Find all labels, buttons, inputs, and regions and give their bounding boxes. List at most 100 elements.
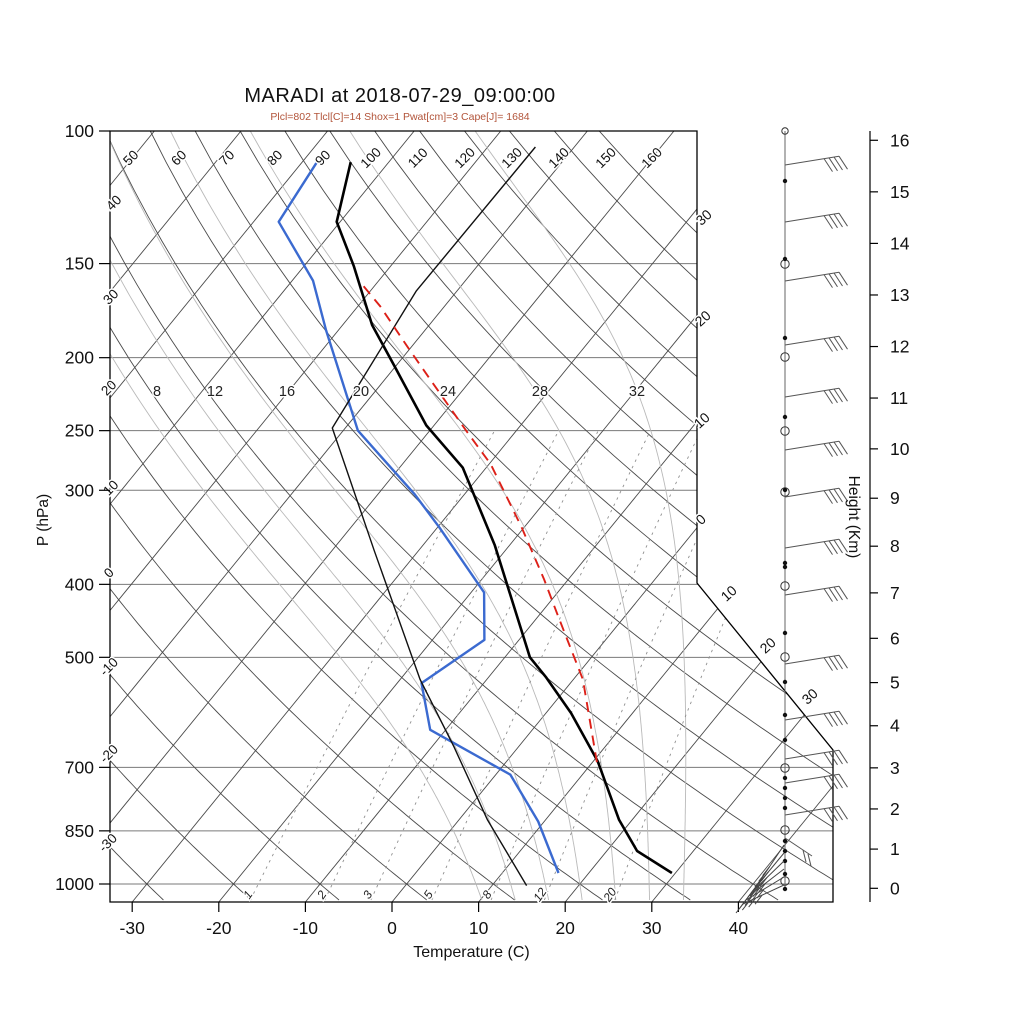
dry-adiabat-label: -10 — [97, 655, 121, 679]
height-axis — [869, 131, 878, 902]
dry-adiabat-line — [464, 131, 833, 901]
wind-barb — [784, 487, 848, 504]
wind-dot-marker — [782, 871, 788, 877]
wind-circle-marker — [780, 876, 790, 886]
wind-dot-marker — [782, 795, 788, 801]
height-tick-label: 7 — [890, 583, 900, 603]
isotherm-label: 10 — [718, 582, 740, 604]
mixing-ratio-label: 1 — [240, 888, 255, 902]
moist-adiabat-label: 16 — [279, 384, 295, 400]
wind-dot-marker — [782, 256, 788, 262]
wind-barb — [784, 155, 848, 172]
wind-column — [735, 127, 848, 914]
dry-adiabat-line — [509, 131, 833, 901]
wind-dot-marker — [782, 775, 788, 781]
dry-adiabat-label: 110 — [405, 145, 431, 171]
pressure-tick-label: 200 — [65, 348, 94, 368]
dry-adiabat-line — [110, 131, 340, 901]
moist-adiabat-line — [249, 131, 617, 901]
moist-adiabat-line — [474, 131, 687, 901]
pressure-tick-label: 150 — [65, 254, 94, 274]
pressure-tick-label: 850 — [65, 821, 94, 841]
y-axis-title-height: Height (Km) — [845, 475, 862, 559]
height-tick-label: 13 — [890, 285, 909, 305]
wind-dot-marker — [782, 886, 788, 892]
isotherm-line — [738, 131, 833, 902]
dry-adiabat-label: 70 — [216, 147, 237, 168]
temperature-tick-label: 40 — [729, 918, 749, 938]
height-tick-label: 12 — [890, 337, 909, 357]
dry-adiabat-label: 10 — [100, 477, 121, 498]
height-tick-label: 6 — [890, 628, 900, 648]
sounding-temperature — [335, 161, 673, 875]
temperature-axis — [131, 902, 740, 912]
dry-adiabat-line — [110, 131, 603, 901]
moist-adiabat-label: 28 — [532, 384, 548, 400]
y-axis-title-pressure: P (hPa) — [35, 493, 52, 547]
pressure-tick-label: 400 — [65, 574, 94, 594]
wind-barb — [784, 538, 848, 555]
dry-adiabat-label: 40 — [103, 192, 124, 213]
pressure-tick-label: 700 — [65, 757, 94, 777]
isotherm-label: 10 — [691, 409, 713, 431]
wind-barb — [784, 585, 848, 602]
moist-adiabat-label: 20 — [353, 384, 369, 400]
wind-barb — [784, 212, 848, 229]
wind-dot-marker — [782, 848, 788, 854]
isotherm-line — [110, 131, 675, 902]
wind-barb — [784, 387, 848, 404]
dry-adiabat-line — [194, 131, 833, 901]
dry-adiabat-line — [284, 131, 833, 901]
isotherm-line — [110, 131, 415, 902]
moist-adiabat-line — [349, 131, 650, 900]
dry-adiabat-line — [110, 131, 164, 901]
wind-dot-marker — [782, 560, 788, 566]
height-tick-label: 15 — [890, 182, 909, 202]
temperature-tick-label: 10 — [469, 918, 489, 938]
mixing-ratio-line — [370, 430, 599, 901]
dry-adiabat-label: -30 — [96, 831, 120, 855]
wind-circle-marker — [781, 127, 789, 135]
wind-circle-marker — [780, 581, 790, 591]
wind-dot-marker — [782, 838, 788, 844]
wind-circle-marker — [780, 487, 790, 497]
dry-adiabat-label: 80 — [264, 147, 285, 168]
height-tick-label: 5 — [890, 673, 900, 693]
pressure-axis — [99, 130, 110, 885]
dry-adiabat-label: 60 — [168, 147, 189, 168]
wind-dot-marker — [782, 630, 788, 636]
pressure-tick-label: 250 — [65, 421, 94, 441]
dry-adiabat-line — [110, 131, 515, 901]
isotherm-label: 30 — [693, 206, 715, 228]
wind-barb — [784, 749, 848, 766]
dry-adiabat-line — [149, 131, 833, 901]
isotherm-line — [110, 131, 588, 902]
height-tick-label: 9 — [890, 488, 900, 508]
isotherm-label: 0 — [692, 511, 709, 528]
x-axis-title: Temperature (C) — [413, 944, 530, 961]
wind-barb — [784, 805, 848, 822]
wind-barb — [784, 710, 848, 727]
temperature-tick-label: 30 — [642, 918, 662, 938]
temperature-tick-label: -30 — [120, 918, 146, 938]
mixing-ratio-label: 12 — [530, 885, 549, 904]
isotherm-line — [391, 131, 833, 902]
moist-adiabat-line — [110, 131, 550, 901]
height-tick-label: 8 — [890, 536, 900, 556]
moist-adiabat-line — [110, 131, 483, 901]
mixing-ratio-line — [543, 430, 747, 901]
pressure-tick-label: 1000 — [55, 874, 94, 894]
moist-adiabat-label: 24 — [440, 384, 456, 400]
moist-adiabat-line — [110, 131, 516, 901]
wind-dot-marker — [782, 858, 788, 864]
moist-adiabat-label: 12 — [207, 384, 223, 400]
chart-title: MARADI at 2018-07-29_09:00:00 — [244, 85, 556, 107]
wind-circle-marker — [780, 652, 790, 662]
wind-circle-marker — [780, 763, 790, 773]
temperature-tick-label: -10 — [293, 918, 319, 938]
wind-barb — [784, 773, 848, 790]
wind-dot-marker — [782, 712, 788, 718]
dry-adiabat-line — [598, 131, 833, 901]
dry-adiabat-label: 20 — [98, 377, 119, 398]
